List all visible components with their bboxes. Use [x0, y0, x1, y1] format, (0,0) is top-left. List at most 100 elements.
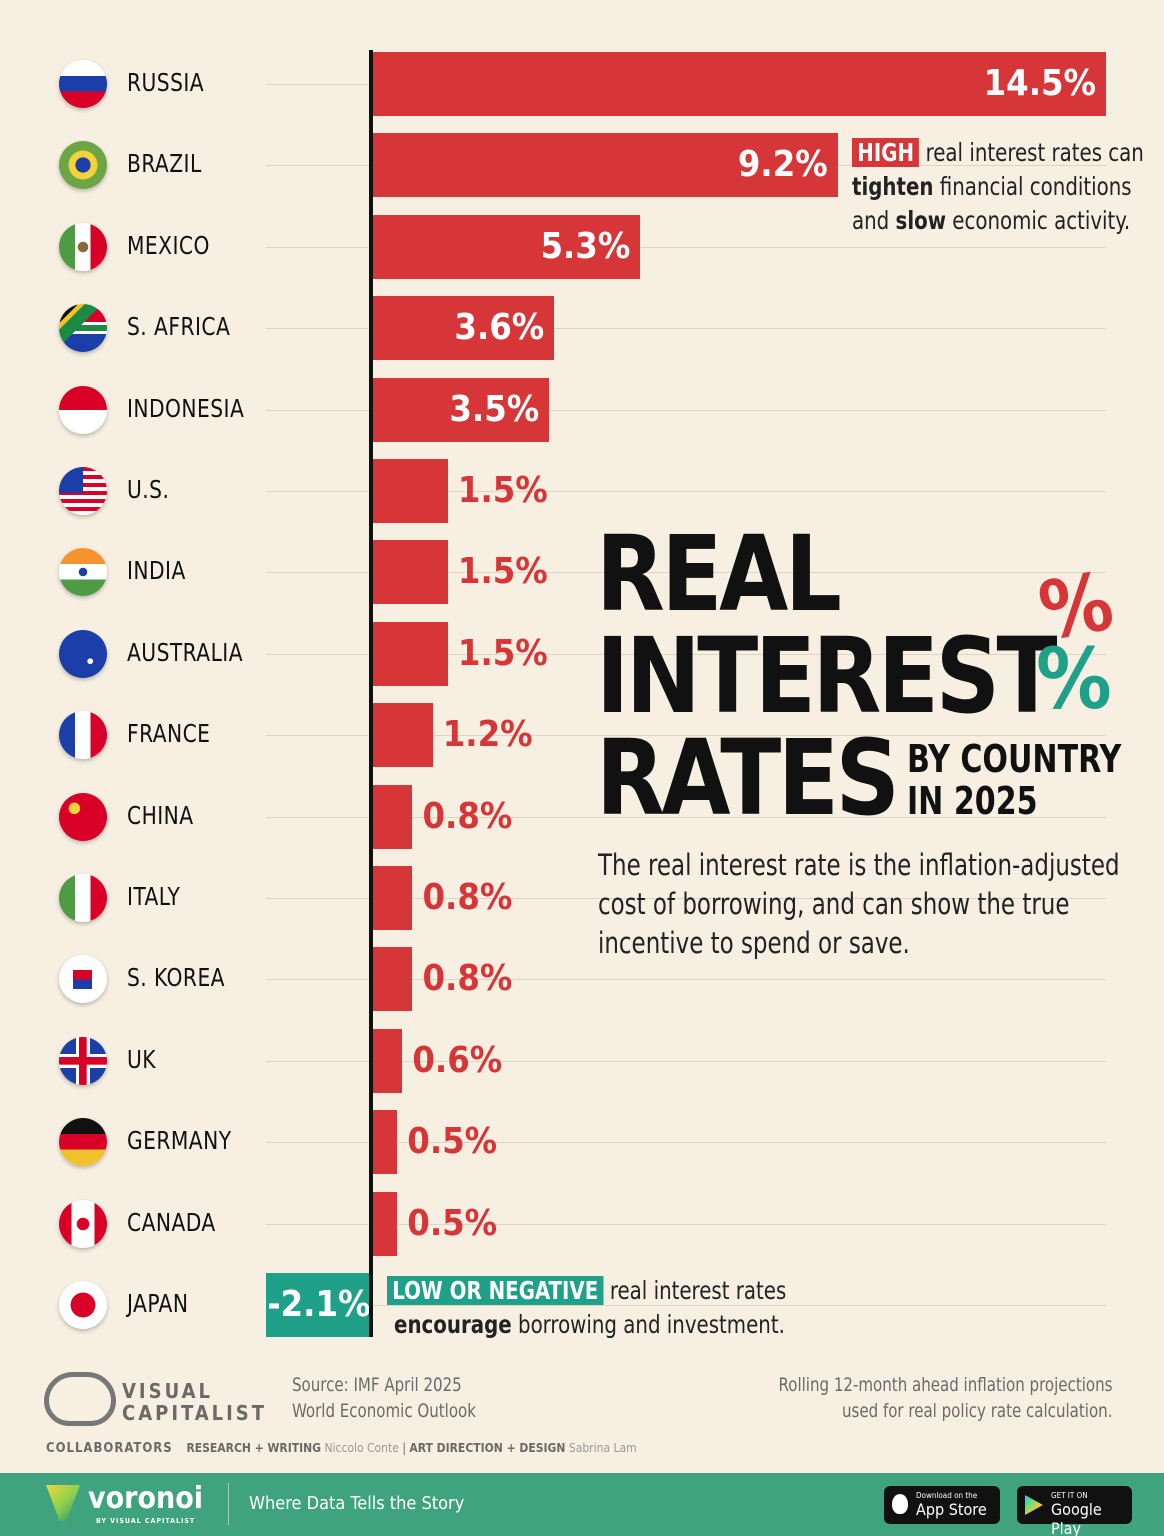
collaborators-label: COLLABORATORS — [46, 1441, 173, 1456]
flag-france-icon — [59, 711, 107, 760]
title-line-2: INTEREST — [596, 615, 1058, 737]
country-label: CHINA — [127, 800, 194, 830]
value-label: 1.2% — [442, 714, 533, 756]
country-label: UK — [127, 1044, 156, 1074]
visual-capitalist-logo: VISUAL CAPITALIST — [122, 1379, 268, 1425]
note-text: and — [852, 206, 890, 235]
country-label: AUSTRALIA — [127, 637, 244, 667]
flag-canada-icon — [59, 1199, 107, 1248]
bar-usa[interactable] — [372, 459, 448, 523]
bar-canada[interactable] — [372, 1191, 398, 1256]
note-text: financial conditions — [939, 172, 1132, 201]
note-line: used for real policy rate calculation. — [841, 1400, 1112, 1422]
voronoi-logo-icon — [46, 1485, 80, 1521]
value-label: 0.6% — [412, 1039, 503, 1081]
bar-australia[interactable] — [372, 621, 448, 686]
high-tag: HIGH — [852, 138, 920, 167]
app-store-label: App Store — [916, 1500, 987, 1519]
source-line: World Economic Outlook — [292, 1400, 476, 1422]
bar-mexico[interactable] — [372, 214, 641, 279]
credit-role: RESEARCH + WRITING — [186, 1441, 321, 1455]
country-label: ITALY — [127, 882, 181, 911]
value-label: 1.5% — [457, 551, 548, 593]
bar-india[interactable] — [372, 540, 448, 605]
flag-south-africa-icon — [59, 304, 107, 353]
bar-south-africa[interactable] — [372, 296, 555, 361]
gridline — [266, 246, 1106, 248]
subtitle: BY COUNTRY IN 2025 — [907, 738, 1121, 822]
bar-brazil[interactable] — [372, 133, 838, 198]
gridline — [266, 898, 1106, 899]
country-label: U.S. — [127, 475, 170, 504]
bar-france[interactable] — [372, 703, 433, 768]
bar-japan[interactable] — [265, 1273, 372, 1337]
methodology-note: Rolling 12-month ahead inflation project… — [778, 1372, 1112, 1424]
title-line-1: REAL — [596, 513, 842, 635]
flag-germany-icon — [59, 1118, 107, 1167]
subtitle-line: IN 2025 — [907, 779, 1038, 823]
gridline — [266, 653, 1106, 655]
note-text: real interest rates — [609, 1276, 787, 1305]
google-play-label: Google Play — [1051, 1500, 1102, 1536]
source-line: Source: IMF April 2025 — [292, 1374, 462, 1396]
gridline — [266, 1223, 1106, 1225]
gridline — [266, 1060, 1106, 1062]
flag-mexico-icon — [59, 222, 107, 271]
country-label: INDONESIA — [127, 393, 245, 423]
country-label: BRAZIL — [127, 149, 202, 179]
value-label: 0.8% — [422, 958, 513, 1000]
note-bold: slow — [895, 206, 946, 235]
bar-italy[interactable] — [372, 866, 413, 930]
app-store-button[interactable]: Download on the App Store — [884, 1486, 1000, 1524]
value-label: 5.3% — [540, 225, 631, 267]
note-text: real interest rates can — [925, 138, 1144, 167]
banner-divider — [228, 1483, 229, 1525]
tagline: Where Data Tells the Story — [249, 1493, 465, 1514]
google-play-button[interactable]: GET IT ON Google Play — [1017, 1486, 1132, 1536]
gridline — [266, 1305, 1106, 1306]
google-play-small: GET IT ON — [1051, 1491, 1088, 1500]
flag-russia-icon — [59, 60, 107, 108]
bar-russia[interactable] — [372, 52, 1106, 116]
description-line: The real interest rate is the inflation-… — [598, 848, 1120, 882]
value-label: -2.1% — [267, 1284, 371, 1325]
percent-icon-teal: % — [1036, 630, 1112, 728]
country-label: CANADA — [127, 1207, 216, 1237]
country-label: INDIA — [127, 556, 186, 586]
country-label: MEXICO — [127, 230, 210, 260]
flag-indonesia-icon — [59, 385, 107, 434]
value-label: 0.8% — [422, 795, 513, 837]
value-label: 9.2% — [737, 144, 828, 186]
value-label: 14.5% — [983, 63, 1096, 104]
voronoi-brand[interactable]: voronoi — [88, 1481, 204, 1516]
visual-capitalist-logo-icon — [44, 1372, 116, 1426]
bar-china[interactable] — [372, 784, 413, 849]
bar-uk[interactable] — [372, 1028, 403, 1093]
country-label: S. KOREA — [127, 963, 225, 993]
google-play-icon — [1025, 1495, 1043, 1515]
flag-italy-icon — [59, 874, 107, 922]
value-label: 3.6% — [454, 307, 545, 349]
country-label: GERMANY — [127, 1126, 232, 1156]
bar-south-korea[interactable] — [372, 947, 413, 1012]
note-text: economic activity. — [952, 206, 1131, 235]
bar-indonesia[interactable] — [372, 377, 550, 442]
value-label: 0.5% — [407, 1202, 498, 1244]
flag-china-icon — [59, 792, 107, 841]
value-label: 3.5% — [449, 388, 540, 430]
country-label: FRANCE — [127, 719, 211, 749]
flag-south-korea-icon — [59, 955, 107, 1004]
gridline — [266, 572, 1106, 574]
gridline — [266, 979, 1106, 981]
source: Source: IMF April 2025 World Economic Ou… — [292, 1372, 476, 1424]
flag-japan-icon — [59, 1281, 107, 1329]
bar-germany[interactable] — [372, 1110, 398, 1175]
description: The real interest rate is the inflation-… — [598, 846, 1120, 963]
low-note: LOW OR NEGATIVE real interest rates enco… — [387, 1274, 786, 1342]
country-label: JAPAN — [127, 1289, 189, 1318]
flag-brazil-icon — [59, 141, 107, 190]
gridline — [266, 816, 1106, 818]
credit-role: ART DIRECTION + DESIGN — [409, 1441, 566, 1455]
description-line: cost of borrowing, and can show the true — [598, 887, 1070, 921]
note-bold: encourage — [394, 1310, 512, 1339]
